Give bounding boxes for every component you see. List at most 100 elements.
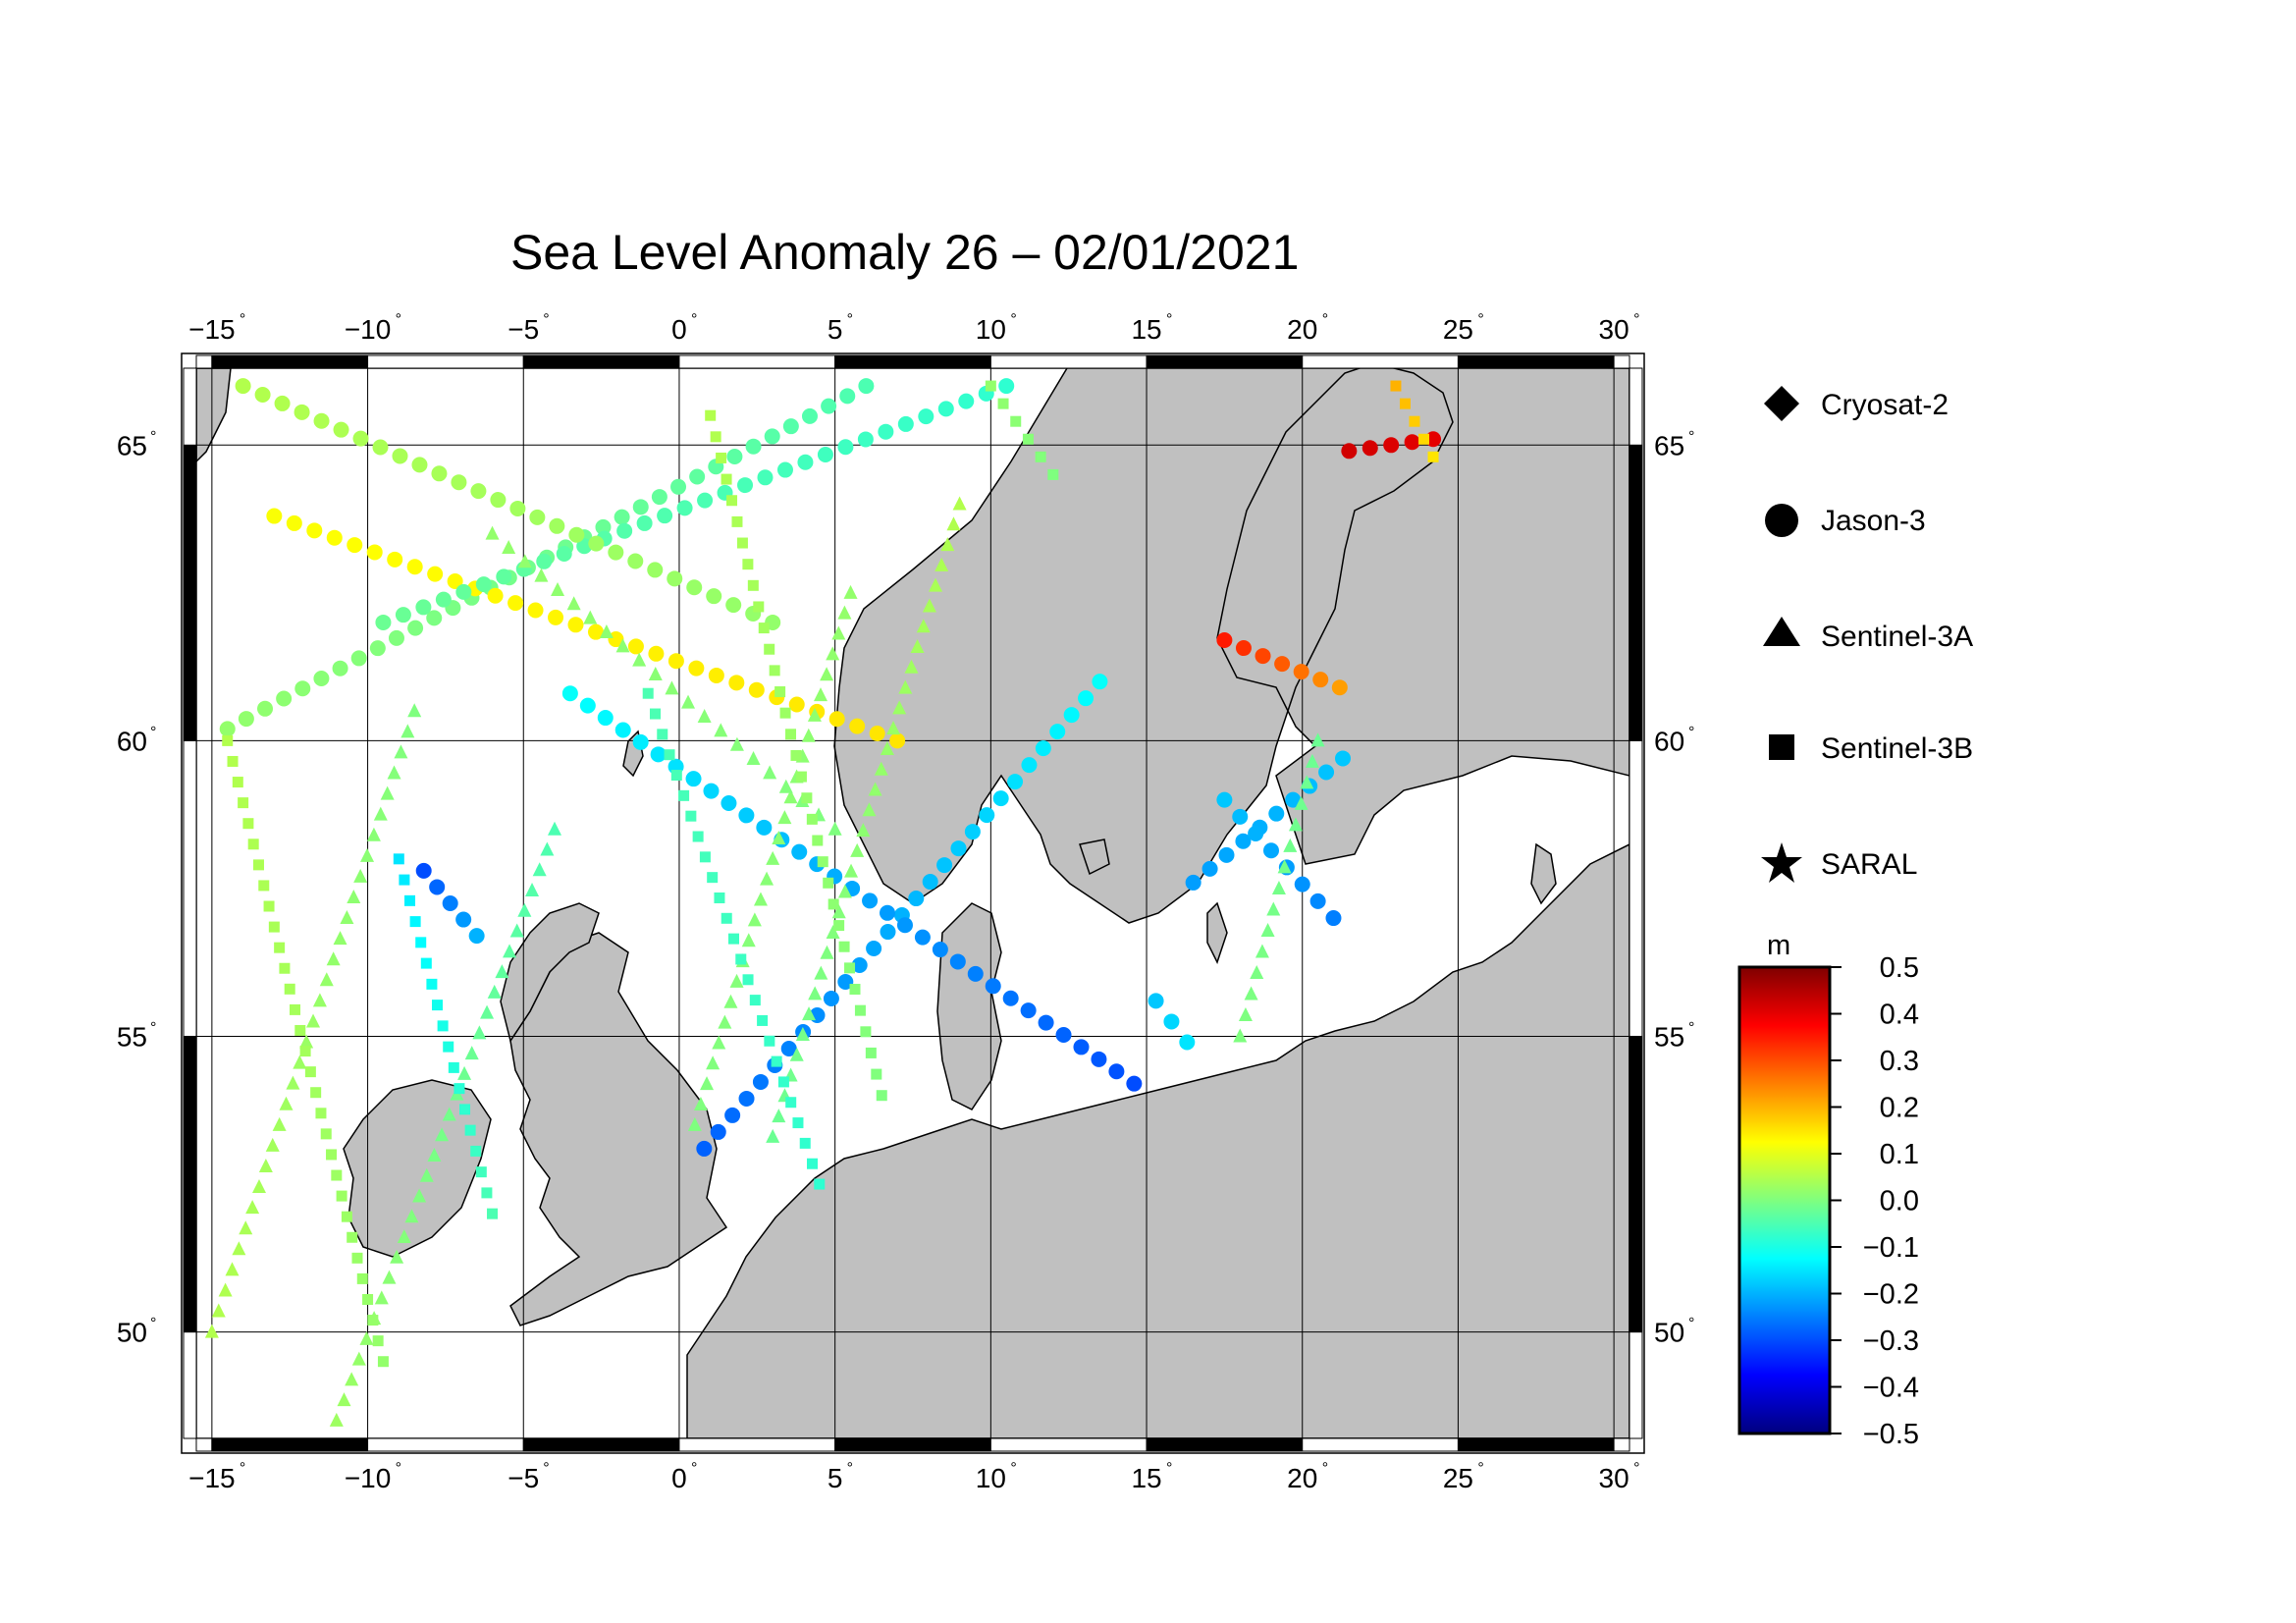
sentinel-3a-point [566,596,581,611]
sentinel-3a-point [400,724,415,738]
jason-3-point [1035,740,1051,757]
jason-3-point [507,595,524,612]
jason-3-point [1020,1002,1037,1019]
sentinel-3a-point [929,577,943,592]
jason-3-point [657,508,673,524]
sentinel-3a-point [706,1055,721,1070]
sentinel-3a-point [435,1127,450,1142]
frame-segment [1629,444,1643,741]
sentinel-3a-point [293,1055,307,1069]
sentinel-3b-point [692,831,704,842]
jason-3-point [670,478,687,495]
iceland-land [196,368,232,463]
jason-3-point [527,602,544,619]
sentinel-3a-point [427,1147,442,1162]
sentinel-3a-point [820,945,834,959]
sentinel-3b-point [420,957,432,969]
jason-3-point [429,879,446,895]
degree-mark: ° [1477,311,1483,328]
jason-3-point [411,457,428,473]
jason-3-point [579,697,596,714]
jason-3-point [918,408,934,425]
sentinel-3b-point [747,579,759,591]
jason-3-point [475,576,492,593]
sentinel-3a-point [333,931,347,946]
jason-3-point [632,733,649,750]
sentinel-3a-point [772,830,786,844]
jason-3-point [369,640,386,657]
sentinel-3a-point [880,740,894,755]
legend-label: Sentinel-3B [1821,732,1973,765]
jason-3-point [636,514,653,531]
jason-3-point [791,843,808,860]
jason-3-point [936,857,953,874]
lon-tick-label: 25 [1443,314,1473,345]
degree-mark: ° [847,1460,853,1477]
lon-tick-label: 0 [671,314,687,345]
sentinel-3a-point [778,779,793,793]
sentinel-3a-point [407,703,422,718]
sentinel-3b-point [685,810,697,822]
jason-3-point [958,393,975,409]
sentinel-3a-point [681,694,696,709]
sentinel-3b-point [356,1272,368,1284]
jason-3-point [817,447,833,463]
sentinel-3b-point [854,1004,866,1016]
degree-mark: ° [1477,1460,1483,1477]
lat-tick-label: 65 [117,430,147,460]
sentinel-3a-point [306,1013,321,1028]
map-area: −15 °−15 °−10 °−10 °−5 °−5 °0 °0 °5 °5 °10 °10 °15 °1… [117,311,1695,1493]
sentinel-3a-point [632,652,647,667]
sentinel-3b-point [443,1041,454,1053]
jason-3-point [561,685,578,702]
sentinel-3a-point [766,1128,780,1143]
altimetry-tracks [204,378,1442,1427]
sentinel-3b-point [409,916,421,928]
jason-3-point [1126,1075,1143,1092]
sentinel-3a-point [419,1167,434,1182]
jason-3-point [442,895,458,911]
jason-3-point [219,721,236,737]
sentinel-3a-point [886,721,901,735]
sentinel-3b-point [721,912,732,924]
degree-mark: ° [240,1460,245,1477]
sentinel-3a-point [922,598,936,613]
jason-3-point [801,407,818,424]
sentinel-3b-point [464,1124,476,1136]
sentinel-3a-point [480,1004,495,1019]
sentinel-3b-point [372,1335,384,1347]
frame-segment [1629,739,1643,1037]
sentinel-3b-point [779,707,791,719]
sentinel-3b-point [735,953,747,965]
degree-mark: ° [847,311,853,328]
jason-3-point [426,610,443,626]
jason-3-point [823,990,839,1006]
sentinel-3a-point [599,623,614,638]
sentinel-3b-point [310,1087,322,1099]
lon-tick-label: 10 [976,1463,1006,1493]
frame-segment [1629,1035,1643,1333]
jason-3-point [676,500,693,516]
jason-3-point [468,928,485,945]
sentinel-3b-point [475,1166,487,1178]
legend-item-sentinel-3a: Sentinel-3A [1763,617,1973,653]
sentinel-3b-point [807,1158,819,1169]
jason-3-point [937,401,954,417]
jason-3-point [858,378,875,395]
sentinel-3b-point [1022,433,1034,445]
jason-3-point [388,629,404,646]
sentinel-3a-point [1271,880,1286,894]
jason-3-point [235,378,251,395]
land-masses [196,368,1629,1438]
degree-mark: ° [1688,1316,1694,1332]
jason-3-point [1383,437,1400,454]
sentinel-3a-point [831,625,846,640]
sentinel-3a-point [1238,1006,1253,1021]
jason-3-point [1425,431,1442,448]
sentinel-3a-point [746,751,761,766]
sentinel-3b-point [642,687,654,699]
jason-3-point [1185,874,1201,891]
jason-3-point [788,696,805,713]
sentinel-3b-point [299,1046,311,1057]
sentinel-3a-point [712,1035,726,1050]
